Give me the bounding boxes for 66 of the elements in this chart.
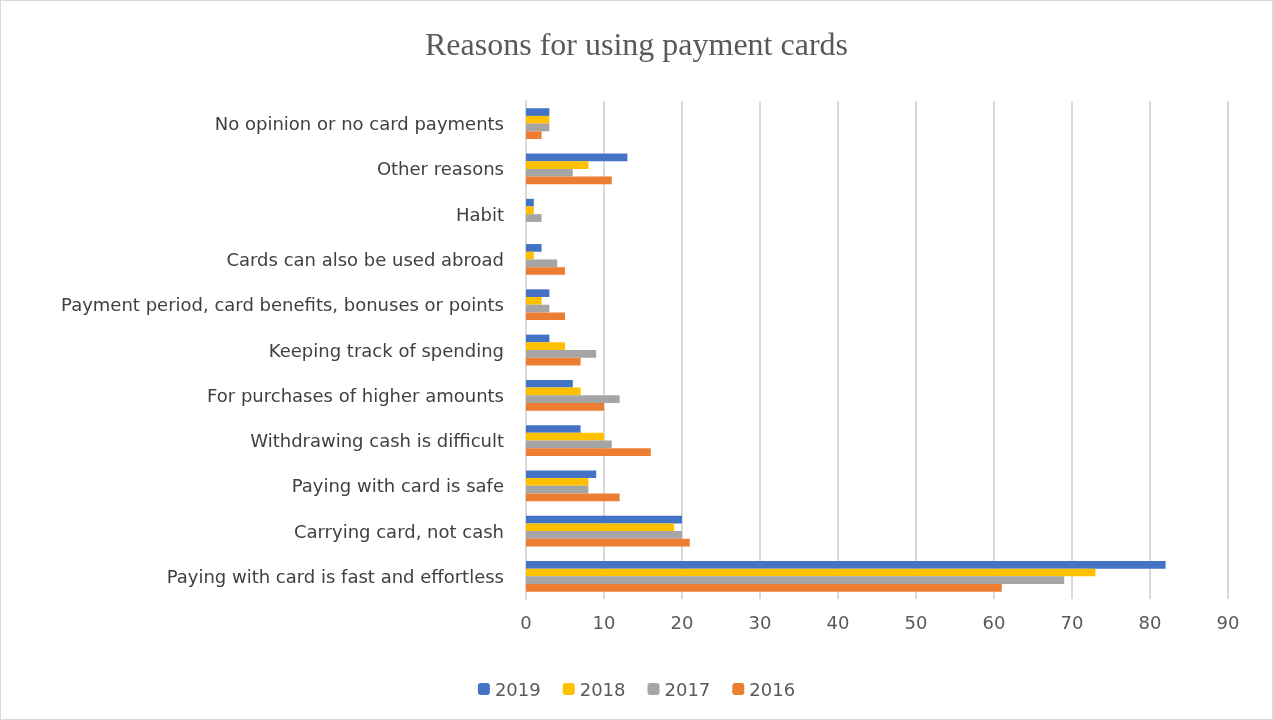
x-tick-label: 20 [670,611,694,633]
bar [526,244,542,252]
bar [526,379,573,388]
y-tick-label: Other reasons [376,158,504,180]
y-tick-label: Cards can also be used abroad [226,248,504,270]
bar [526,515,682,524]
bar [526,493,620,502]
bar [526,350,597,358]
bar [526,584,1002,592]
x-tick-label: 40 [826,611,850,633]
x-tick-label: 10 [592,611,616,633]
bar [526,470,597,479]
y-tick-label: For purchases of higher amounts [207,384,504,406]
bar [526,523,675,532]
bar [526,402,604,411]
bar [526,251,534,260]
y-tick-label: Paying with card is safe [291,475,504,497]
y-tick-label: Keeping track of spending [268,339,504,361]
y-tick-label: Payment period, card benefits, bonuses or points [61,294,504,316]
bar [526,115,550,124]
bar [526,432,604,441]
bar [526,206,534,215]
bar [526,560,1166,569]
bar [526,387,581,396]
bar [526,357,581,366]
bar [526,176,612,185]
bar [526,108,550,116]
bar [526,531,682,539]
x-tick-label: 60 [982,611,1006,633]
y-tick-label: No opinion or no card payments [214,113,504,135]
bar [526,131,542,140]
bar [526,259,558,268]
bar [526,425,581,433]
y-tick-label: Paying with card is fast and effortless [166,565,504,587]
bar [526,297,542,305]
bar [526,168,573,177]
bar [526,576,1065,585]
bar [526,538,690,547]
bar [526,568,1096,577]
bar [526,161,589,169]
bar [526,440,612,449]
bar [526,478,589,486]
y-tick-label: Habit [455,203,504,225]
x-tick-label: 70 [1060,611,1084,633]
x-tick-label: 30 [748,611,772,633]
chart-title: Reasons for using payment cards [424,26,849,62]
legend-label: 2019 [494,678,541,700]
legend-label: 2018 [579,678,626,700]
x-tick-label: 50 [904,611,928,633]
x-tick-label: 80 [1138,611,1162,633]
bar [526,448,651,456]
bar [526,289,550,298]
legend-label: 2016 [749,678,796,700]
x-tick-label: 0 [520,611,532,633]
bar [526,342,565,350]
bar [526,267,565,275]
y-tick-label: Carrying card, not cash [293,520,504,542]
legend-label: 2017 [664,678,711,700]
y-tick-label: Withdrawing cash is difficult [250,430,504,452]
bar [526,153,628,162]
x-tick-label: 90 [1216,611,1240,633]
bar [526,312,565,321]
bar [526,198,534,207]
bar [526,485,589,494]
bar [526,395,620,403]
bar [526,214,542,222]
